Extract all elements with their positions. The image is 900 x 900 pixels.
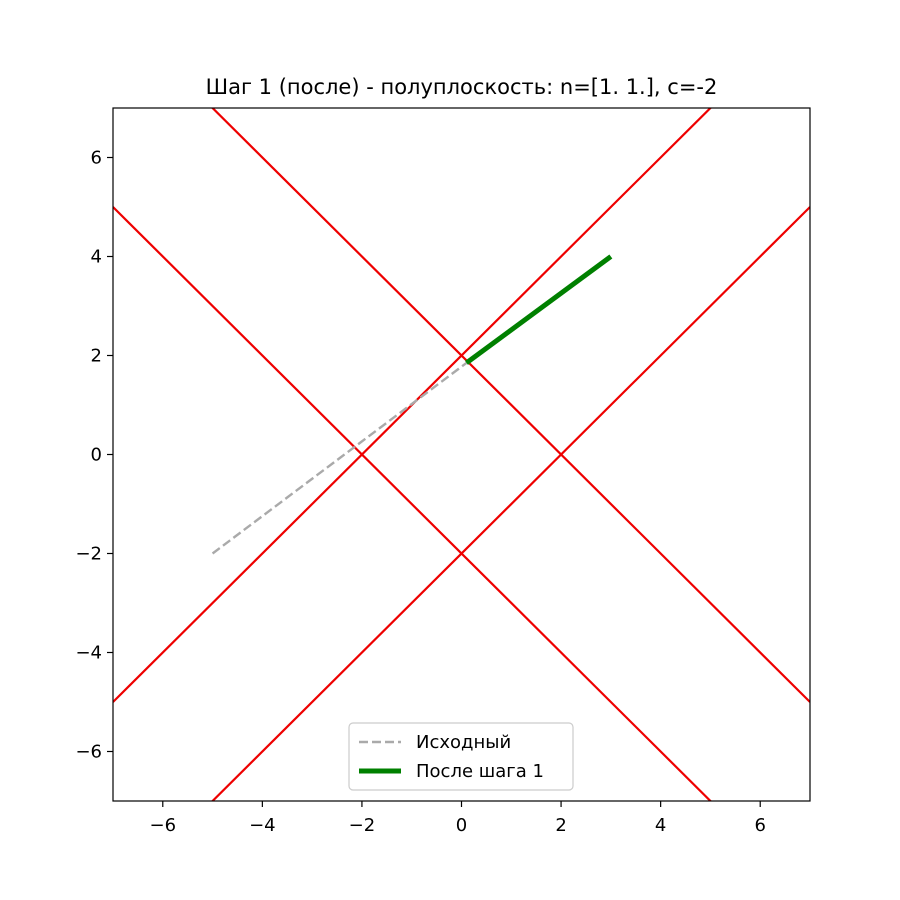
- x-tick-label: 6: [754, 815, 765, 836]
- x-tick-label: 2: [555, 815, 566, 836]
- y-tick-label: 6: [91, 148, 102, 169]
- y-tick-label: −6: [75, 742, 102, 763]
- series-line-1: [211, 361, 468, 555]
- y-tick-label: −4: [75, 643, 102, 664]
- x-tick-label: 4: [655, 815, 666, 836]
- x-tick-label: −4: [249, 815, 276, 836]
- legend-label-2: После шага 1: [416, 761, 544, 782]
- constraint-line-4: [211, 108, 810, 703]
- series-line-2: [464, 254, 613, 365]
- legend-label-1: Исходный: [416, 732, 511, 753]
- constraint-line-3: [211, 206, 810, 801]
- y-axis: −6 −4 −2 0 2 4 6: [75, 148, 113, 763]
- chart-title: Шаг 1 (после) - полуплоскость: n=[1. 1.]…: [206, 75, 718, 99]
- y-tick-label: −2: [75, 544, 102, 565]
- y-tick-label: 4: [91, 247, 102, 268]
- x-axis: −6 −4 −2 0 2 4 6: [150, 801, 766, 836]
- y-tick-label: 0: [91, 445, 102, 466]
- x-tick-label: −2: [349, 815, 376, 836]
- legend-box: [348, 722, 574, 791]
- x-tick-label: 0: [456, 815, 467, 836]
- y-tick-label: 2: [91, 346, 102, 367]
- legend: Исходный После шага 1: [348, 722, 574, 791]
- plot-area: [113, 108, 810, 801]
- x-tick-label: −6: [150, 815, 177, 836]
